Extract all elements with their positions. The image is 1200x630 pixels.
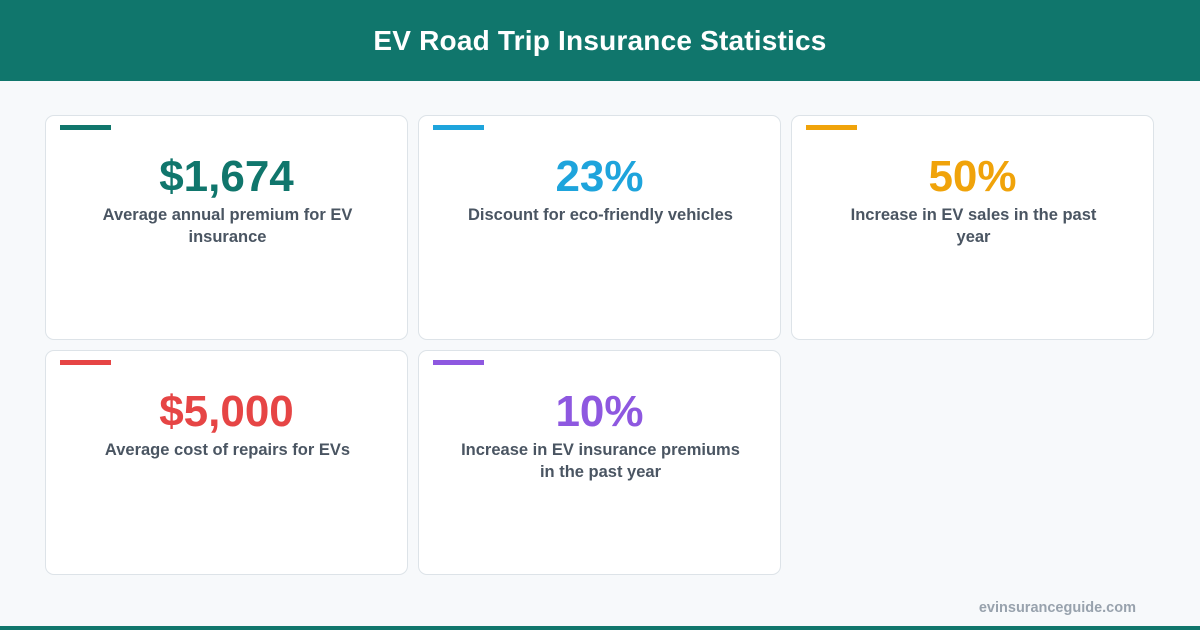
stat-description: Average annual premium for EV insurance xyxy=(102,206,353,246)
stat-value: 10% xyxy=(555,387,644,436)
header-banner: EV Road Trip Insurance Statistics xyxy=(0,0,1200,81)
card-accent-bar xyxy=(433,360,484,365)
stat-card-eco-discount: 23% Discount for eco-friendly vehicles xyxy=(418,115,781,340)
stat-card-premium-increase: 10% Increase in EV insurance premiums in… xyxy=(418,350,781,575)
stat-card-ev-sales: 50% Increase in EV sales in the past yea… xyxy=(791,115,1154,340)
site-url: evinsuranceguide.com xyxy=(978,600,1136,616)
stat-value: 50% xyxy=(928,152,1017,201)
card-accent-bar xyxy=(806,125,857,130)
stat-description: Average cost of repairs for EVs xyxy=(104,441,351,459)
card-accent-bar xyxy=(60,360,111,365)
stat-description: Increase in EV sales in the past year xyxy=(850,206,1097,246)
stat-value: $5,000 xyxy=(159,387,294,436)
stat-description: Discount for eco-friendly vehicles xyxy=(468,206,733,224)
stat-description: Increase in EV insurance premiums in the… xyxy=(461,441,740,481)
stat-value: $1,674 xyxy=(159,152,294,201)
stat-value: 23% xyxy=(555,152,644,201)
stat-card-repair-cost: $5,000 Average cost of repairs for EVs xyxy=(45,350,408,575)
page-title: EV Road Trip Insurance Statistics xyxy=(373,24,827,56)
card-accent-bar xyxy=(433,125,484,130)
card-accent-bar xyxy=(60,125,111,130)
stat-card-annual-premium: $1,674 Average annual premium for EV ins… xyxy=(45,115,408,340)
footer-bar xyxy=(0,626,1200,630)
